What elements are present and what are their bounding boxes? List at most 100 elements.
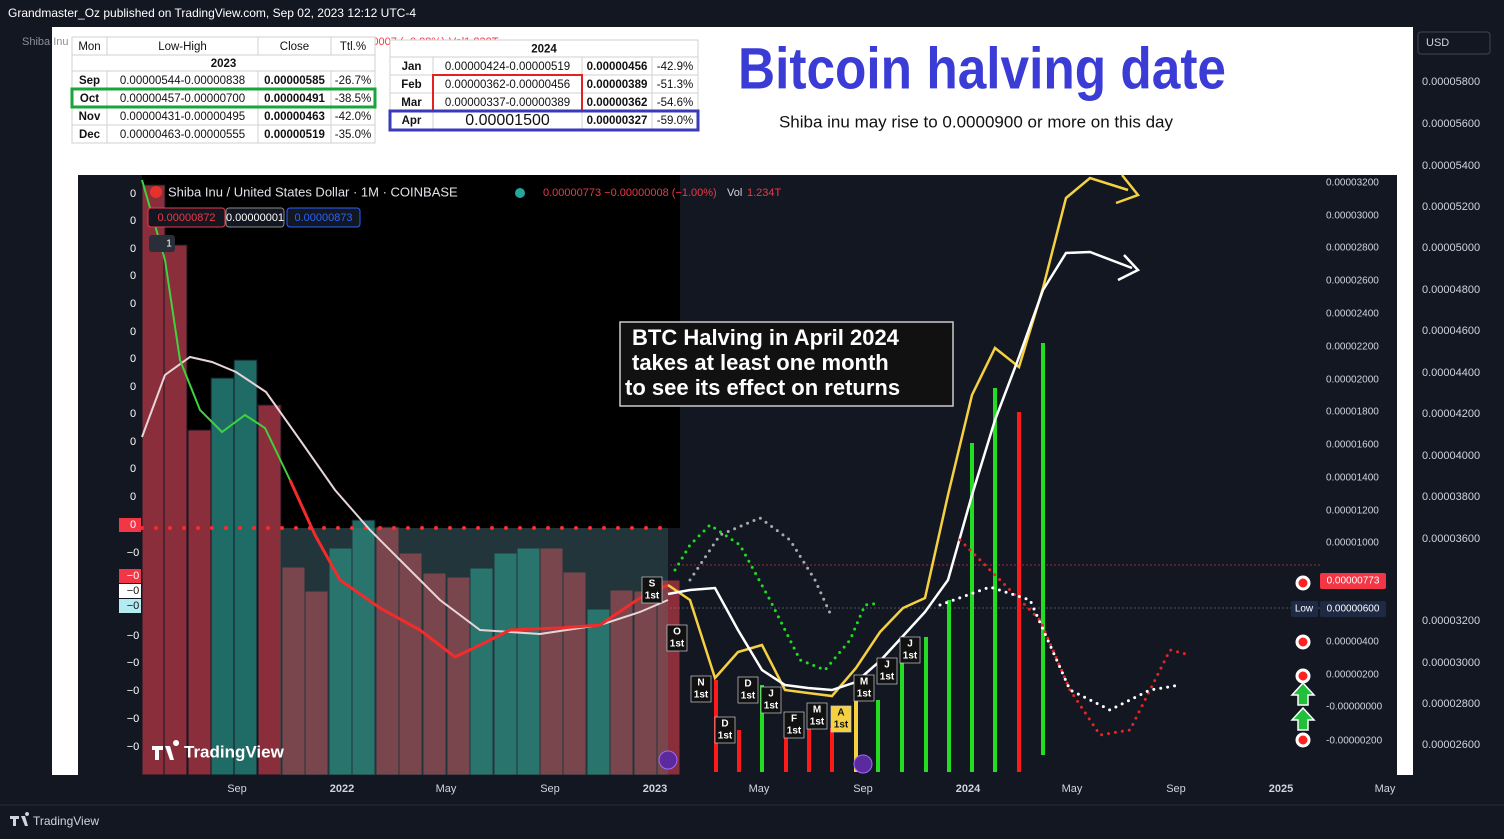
cell-text: Sep <box>79 75 100 87</box>
month-day: 1st <box>834 720 849 731</box>
month-marker <box>853 674 875 702</box>
left-axis-label: 0 <box>130 243 136 255</box>
time-axis-label: May <box>749 783 770 795</box>
month-letter: D <box>744 679 751 690</box>
inner-axis-label: 0.00001600 <box>1326 440 1379 451</box>
cell-text: 0.00000431-0.00000495 <box>120 111 245 123</box>
green-line <box>141 179 291 481</box>
month-marker <box>876 657 898 685</box>
cell-text: 0.00000327 <box>587 115 648 127</box>
month-day: 1st <box>880 672 895 683</box>
price-axis <box>1413 27 1504 775</box>
smooth-line <box>141 355 669 636</box>
cell-text: 0.00000424-0.00000519 <box>445 61 570 73</box>
inner-axis-label: -0.00000200 <box>1326 736 1383 747</box>
left-axis-label: −0 <box>127 685 140 697</box>
axis-badge <box>119 569 141 583</box>
left-axis-label: 0 <box>130 519 136 531</box>
time-axis-label: May <box>1375 783 1396 795</box>
cell-text: 0.00001500 <box>465 112 550 129</box>
month-letter: A <box>837 708 844 719</box>
value-badge-text: 0.00000872 <box>157 212 215 224</box>
red-dots <box>958 538 1192 737</box>
column-header: Close <box>280 41 309 53</box>
month-marker <box>806 702 828 730</box>
column-header: Mon <box>78 41 100 53</box>
highlight-box <box>70 87 377 109</box>
inner-axis-label: -0.00000000 <box>1326 702 1383 713</box>
currency-box <box>1417 31 1491 55</box>
price-axis-label: 0.00004000 <box>1422 450 1480 462</box>
background-bar <box>398 552 423 776</box>
month-marker <box>830 705 852 733</box>
month-marker <box>641 576 663 604</box>
axis-badge <box>119 584 141 598</box>
event-icon <box>853 754 873 774</box>
month-marker <box>737 676 759 704</box>
inner-axis-label: 0.00002800 <box>1326 243 1379 254</box>
cell-text: Oct <box>80 93 99 105</box>
column-header: Ttl.% <box>340 41 366 53</box>
marker-dot <box>1295 634 1311 650</box>
cell-text: 0.00000362 <box>587 97 648 109</box>
price-axis-label: 0.00005400 <box>1422 160 1480 172</box>
cell-text: 0.00000463 <box>264 111 325 123</box>
inner-title: Shiba Inu / United States Dollar · 1M · … <box>168 184 458 199</box>
cell-text: -38.5% <box>335 93 371 105</box>
background-bar <box>422 572 447 776</box>
watermark-logo <box>152 740 180 760</box>
background-bar <box>141 184 166 776</box>
left-axis-label: −0 <box>127 657 140 669</box>
annotation-line: to see its effect on returns <box>625 375 900 400</box>
headline: Bitcoin halving date <box>738 36 1226 101</box>
cell-text: -54.6% <box>657 97 693 109</box>
time-axis-label: 2024 <box>956 783 981 795</box>
price-axis-label: 0.00004600 <box>1422 325 1480 337</box>
cell-text: Dec <box>79 129 101 141</box>
left-axis-label: −0 <box>127 741 140 753</box>
inner-axis-label: 0.00002000 <box>1326 375 1379 386</box>
cell-text: 0.00000362-0.00000456 <box>445 79 570 91</box>
price-axis-label: 0.00005600 <box>1422 118 1480 130</box>
status-dot <box>515 188 525 198</box>
month-letter: S <box>649 579 656 590</box>
left-axis-label: −0 <box>127 630 140 642</box>
left-axis-label: 0 <box>130 408 136 420</box>
cell-text: -26.7% <box>335 75 371 87</box>
price-axis-label: 0.00005000 <box>1422 242 1480 254</box>
month-marker <box>760 686 782 714</box>
left-axis-label: 0 <box>130 381 136 393</box>
cell-text: -51.3% <box>657 79 693 91</box>
year: 2024 <box>531 44 557 56</box>
background-bar <box>469 567 494 776</box>
annotation-line: BTC Halving in April 2024 <box>632 325 900 350</box>
inner-axis-label: 0.00003200 <box>1326 178 1379 189</box>
low-badge-text: 0.00000600 <box>1327 604 1380 615</box>
subline: Shiba inu may rise to 0.0000900 or more … <box>779 112 1174 131</box>
annotation-line: takes at least one month <box>632 350 889 375</box>
green-dots <box>673 523 882 672</box>
cell-text: -35.0% <box>335 129 371 141</box>
month-marker <box>783 711 805 739</box>
left-axis-label: −0 <box>127 547 140 559</box>
time-axis-label: 2023 <box>643 783 667 795</box>
background-bar <box>257 404 282 776</box>
cell-text: -42.0% <box>335 111 371 123</box>
cell-text: -59.0% <box>657 115 693 127</box>
month-letter: M <box>813 705 821 716</box>
gray-dots <box>688 516 832 615</box>
month-marker <box>899 636 921 664</box>
inner-vol-label: Vol <box>727 187 742 199</box>
inner-axis-label: 0.00000200 <box>1326 670 1379 681</box>
cell-text: 0.00000456 <box>587 61 648 73</box>
value-badge-text: 0.00000873 <box>294 212 352 224</box>
cell-text: Apr <box>402 115 422 127</box>
left-axis-label: 0 <box>130 188 136 200</box>
month-day: 1st <box>764 701 779 712</box>
axis-badge <box>119 599 141 613</box>
inner-axis-label: 0.00001000 <box>1326 538 1379 549</box>
left-axis-label: −0 <box>127 585 140 597</box>
price-axis-label: 0.00005200 <box>1422 201 1480 213</box>
month-day: 1st <box>857 689 872 700</box>
price-axis-label: 0.00003800 <box>1422 491 1480 503</box>
